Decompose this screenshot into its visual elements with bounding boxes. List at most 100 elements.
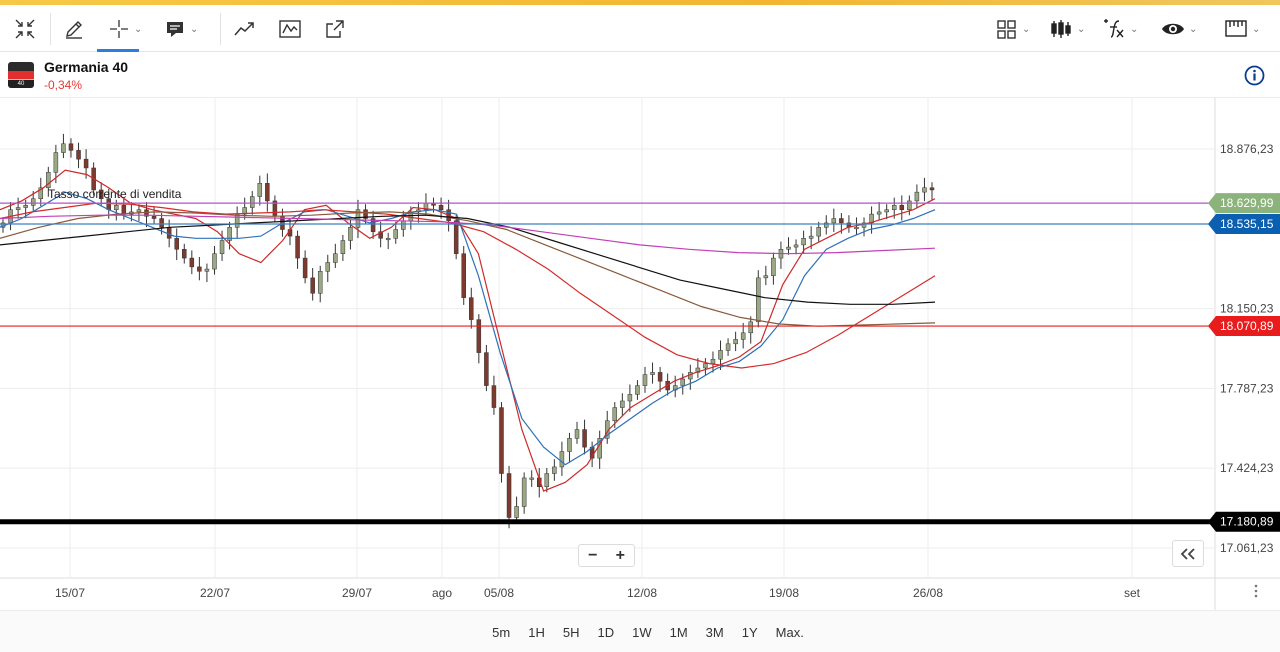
range-selector: 5m 1H 5H 1D 1W 1M 3M 1Y Max. bbox=[0, 611, 1280, 652]
candle-body bbox=[257, 183, 263, 197]
x-tick-label: set bbox=[1124, 586, 1141, 600]
candle-body bbox=[635, 385, 640, 395]
chevron-down-icon[interactable]: ⌄ bbox=[1077, 23, 1086, 35]
range-button[interactable]: 5m bbox=[492, 624, 511, 640]
moving-average-line bbox=[0, 211, 936, 327]
chevron-down-icon[interactable]: ⌄ bbox=[1022, 23, 1031, 35]
range-button[interactable]: 1Y bbox=[741, 624, 758, 640]
price-label-text: 18.535,15 bbox=[1220, 217, 1274, 231]
candle-body bbox=[657, 372, 663, 382]
chevron-down-icon[interactable]: ⌄ bbox=[1252, 23, 1261, 35]
candle-body bbox=[574, 429, 580, 439]
moving-average-line bbox=[0, 214, 936, 305]
range-button[interactable]: 1W bbox=[632, 624, 652, 640]
candle-body bbox=[393, 229, 398, 239]
crosshair-icon[interactable]: ⌄ bbox=[108, 15, 142, 43]
candle-body bbox=[317, 271, 323, 294]
instrument-name[interactable]: Germania 40 bbox=[44, 59, 129, 75]
price-label-background bbox=[1208, 193, 1280, 214]
ruler-icon[interactable]: ⌄ bbox=[1224, 15, 1260, 43]
candle-body bbox=[710, 358, 716, 364]
chevron-down-icon[interactable]: ⌄ bbox=[1130, 23, 1139, 35]
plot-area[interactable] bbox=[0, 98, 1215, 578]
y-tick-label: 18.150,23 bbox=[1220, 302, 1274, 316]
candle-body bbox=[499, 407, 504, 474]
price-label-background bbox=[1208, 316, 1280, 337]
chevron-down-icon[interactable]: ⌄ bbox=[190, 23, 199, 35]
layout-grid-icon[interactable]: ⌄ bbox=[996, 15, 1030, 43]
price-chart[interactable]: 15/07 22/07 29/07 ago 05/08 12/08 19/08 26/08 se… bbox=[0, 98, 1280, 610]
range-button[interactable]: 1H bbox=[528, 624, 545, 640]
top-accent-strip bbox=[0, 0, 1280, 5]
candle-body bbox=[204, 268, 210, 272]
y-tick-label: 18.876,23 bbox=[1220, 142, 1274, 156]
range-button[interactable]: 1D bbox=[597, 624, 615, 640]
candle-body bbox=[914, 191, 920, 202]
zoom-control: − + bbox=[578, 544, 635, 567]
candle-body bbox=[612, 407, 618, 422]
candle-body bbox=[763, 275, 769, 279]
fx-icon[interactable]: ⌄ bbox=[1102, 15, 1138, 43]
toolbar-divider bbox=[220, 13, 221, 45]
comment-icon[interactable]: ⌄ bbox=[164, 15, 198, 43]
candle-body bbox=[438, 205, 444, 210]
price-label: 18.629,99 bbox=[1208, 193, 1280, 214]
instrument-change: -0,34% bbox=[44, 78, 83, 92]
candle-body bbox=[891, 205, 897, 210]
candle-body bbox=[219, 240, 225, 254]
chevron-down-icon[interactable]: ⌄ bbox=[134, 23, 143, 35]
candle-body bbox=[627, 394, 633, 402]
more-options-icon[interactable] bbox=[1250, 583, 1262, 599]
candle-body bbox=[159, 218, 164, 228]
candle-body bbox=[333, 253, 338, 263]
price-label-background bbox=[1208, 213, 1280, 234]
eye-icon[interactable]: ⌄ bbox=[1161, 15, 1197, 43]
collapse-icon[interactable] bbox=[14, 15, 36, 43]
candle-body bbox=[824, 222, 829, 228]
export-icon[interactable] bbox=[324, 15, 346, 43]
scroll-to-latest-button[interactable] bbox=[1172, 540, 1204, 567]
double-chevron-left-icon bbox=[1180, 547, 1195, 560]
candle-body bbox=[718, 350, 723, 360]
candle-body bbox=[453, 220, 459, 254]
candle-body bbox=[340, 240, 346, 254]
candle-body bbox=[801, 238, 806, 246]
price-label: 18.535,15 bbox=[1208, 213, 1280, 234]
zoom-out-button[interactable]: − bbox=[588, 546, 598, 564]
chevron-down-icon[interactable]: ⌄ bbox=[1189, 23, 1198, 35]
price-label-text: 17.180,89 bbox=[1220, 515, 1274, 529]
candle-body bbox=[816, 227, 821, 237]
candle-body bbox=[854, 227, 859, 230]
candle-body bbox=[83, 158, 89, 169]
candle-body bbox=[748, 321, 753, 334]
candle-body bbox=[136, 209, 142, 213]
chart-annotation: Tasso corrente di vendita bbox=[48, 187, 182, 201]
range-button[interactable]: Max. bbox=[775, 624, 804, 640]
candle-body bbox=[703, 363, 708, 369]
price-label-text: 18.070,89 bbox=[1220, 319, 1274, 333]
range-bar: 5m 1H 5H 1D 1W 1M 3M 1Y Max. bbox=[0, 610, 1280, 652]
candle-body bbox=[23, 205, 28, 208]
crosshair-active-indicator bbox=[97, 49, 139, 52]
x-tick-label: 29/07 bbox=[342, 586, 372, 600]
info-icon[interactable] bbox=[1244, 65, 1265, 86]
x-tick-label: 12/08 bbox=[627, 586, 657, 600]
candles-icon[interactable]: ⌄ bbox=[1049, 15, 1085, 43]
range-button[interactable]: 1M bbox=[669, 624, 688, 640]
candle-body bbox=[182, 249, 187, 259]
x-tick-label: 05/08 bbox=[484, 586, 514, 600]
candle-body bbox=[514, 506, 519, 518]
candle-body bbox=[68, 143, 74, 151]
germany-flag-icon: 40 bbox=[8, 62, 34, 88]
candle-body bbox=[174, 238, 179, 250]
trend-icon[interactable] bbox=[233, 15, 257, 43]
pencil-icon[interactable] bbox=[63, 15, 85, 43]
price-label: 17.180,89 bbox=[1208, 511, 1280, 532]
toolbar-divider bbox=[50, 13, 51, 45]
zoom-in-button[interactable]: + bbox=[615, 546, 625, 564]
range-button[interactable]: 5H bbox=[562, 624, 580, 640]
indicator-wave-icon[interactable] bbox=[278, 15, 302, 43]
candle-body bbox=[378, 231, 383, 239]
candle-body bbox=[212, 253, 217, 270]
range-button[interactable]: 3M bbox=[705, 624, 724, 640]
